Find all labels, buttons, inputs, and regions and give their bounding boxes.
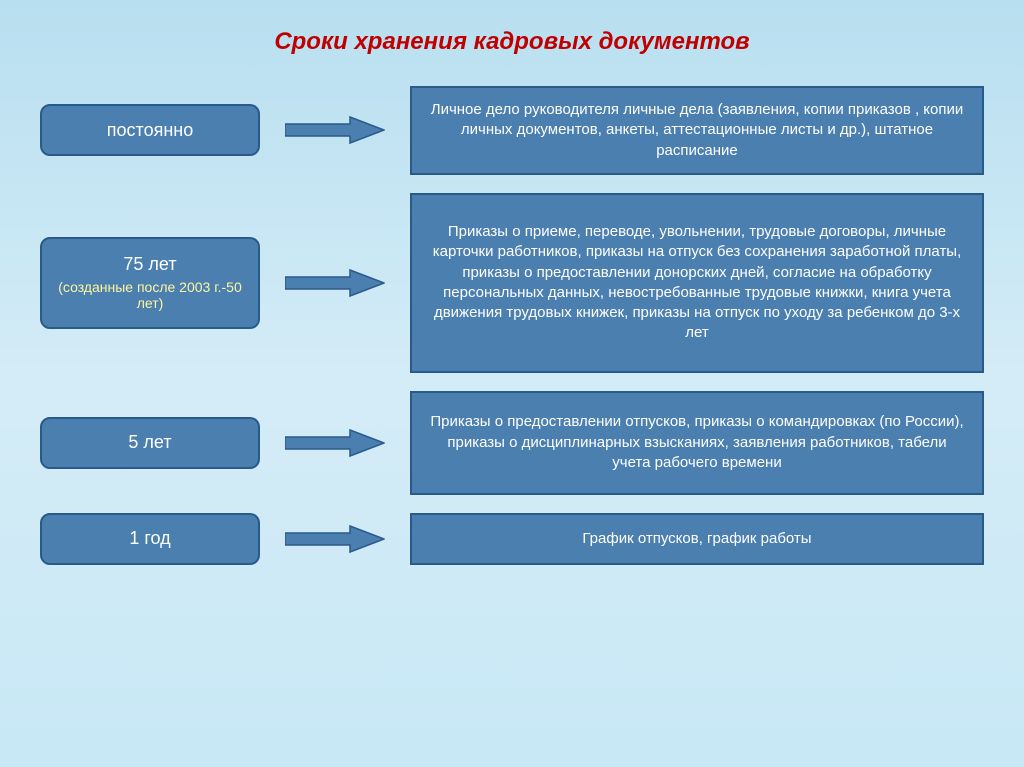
period-box: 5 лет [40,417,260,469]
arrow-icon [280,115,390,145]
arrow-icon [280,524,390,554]
page-title: Сроки хранения кадровых документов [0,0,1024,86]
arrow-icon [280,428,390,458]
description-box: Личное дело руководителя личные дела (за… [410,86,984,175]
description-box: График отпусков, график работы [410,513,984,565]
period-box: 75 лет (созданные после 2003 г.-50 лет) [40,237,260,329]
row: постоянно Личное дело руководителя личные… [40,86,984,175]
period-label: постоянно [54,120,246,141]
period-sublabel: (созданные после 2003 г.-50 лет) [54,279,246,311]
period-label: 1 год [54,528,246,549]
arrow-icon [280,268,390,298]
row: 5 лет Приказы о предоставлении отпусков, … [40,391,984,495]
rows-container: постоянно Личное дело руководителя личные… [0,86,1024,565]
period-label: 5 лет [54,432,246,453]
description-box: Приказы о предоставлении отпусков, прика… [410,391,984,495]
period-label: 75 лет [54,254,246,275]
description-box: Приказы о приеме, переводе, увольнении, … [410,193,984,373]
period-box: 1 год [40,513,260,565]
row: 1 год График отпусков, график работы [40,513,984,565]
period-box: постоянно [40,104,260,156]
row: 75 лет (созданные после 2003 г.-50 лет) Пр… [40,193,984,373]
